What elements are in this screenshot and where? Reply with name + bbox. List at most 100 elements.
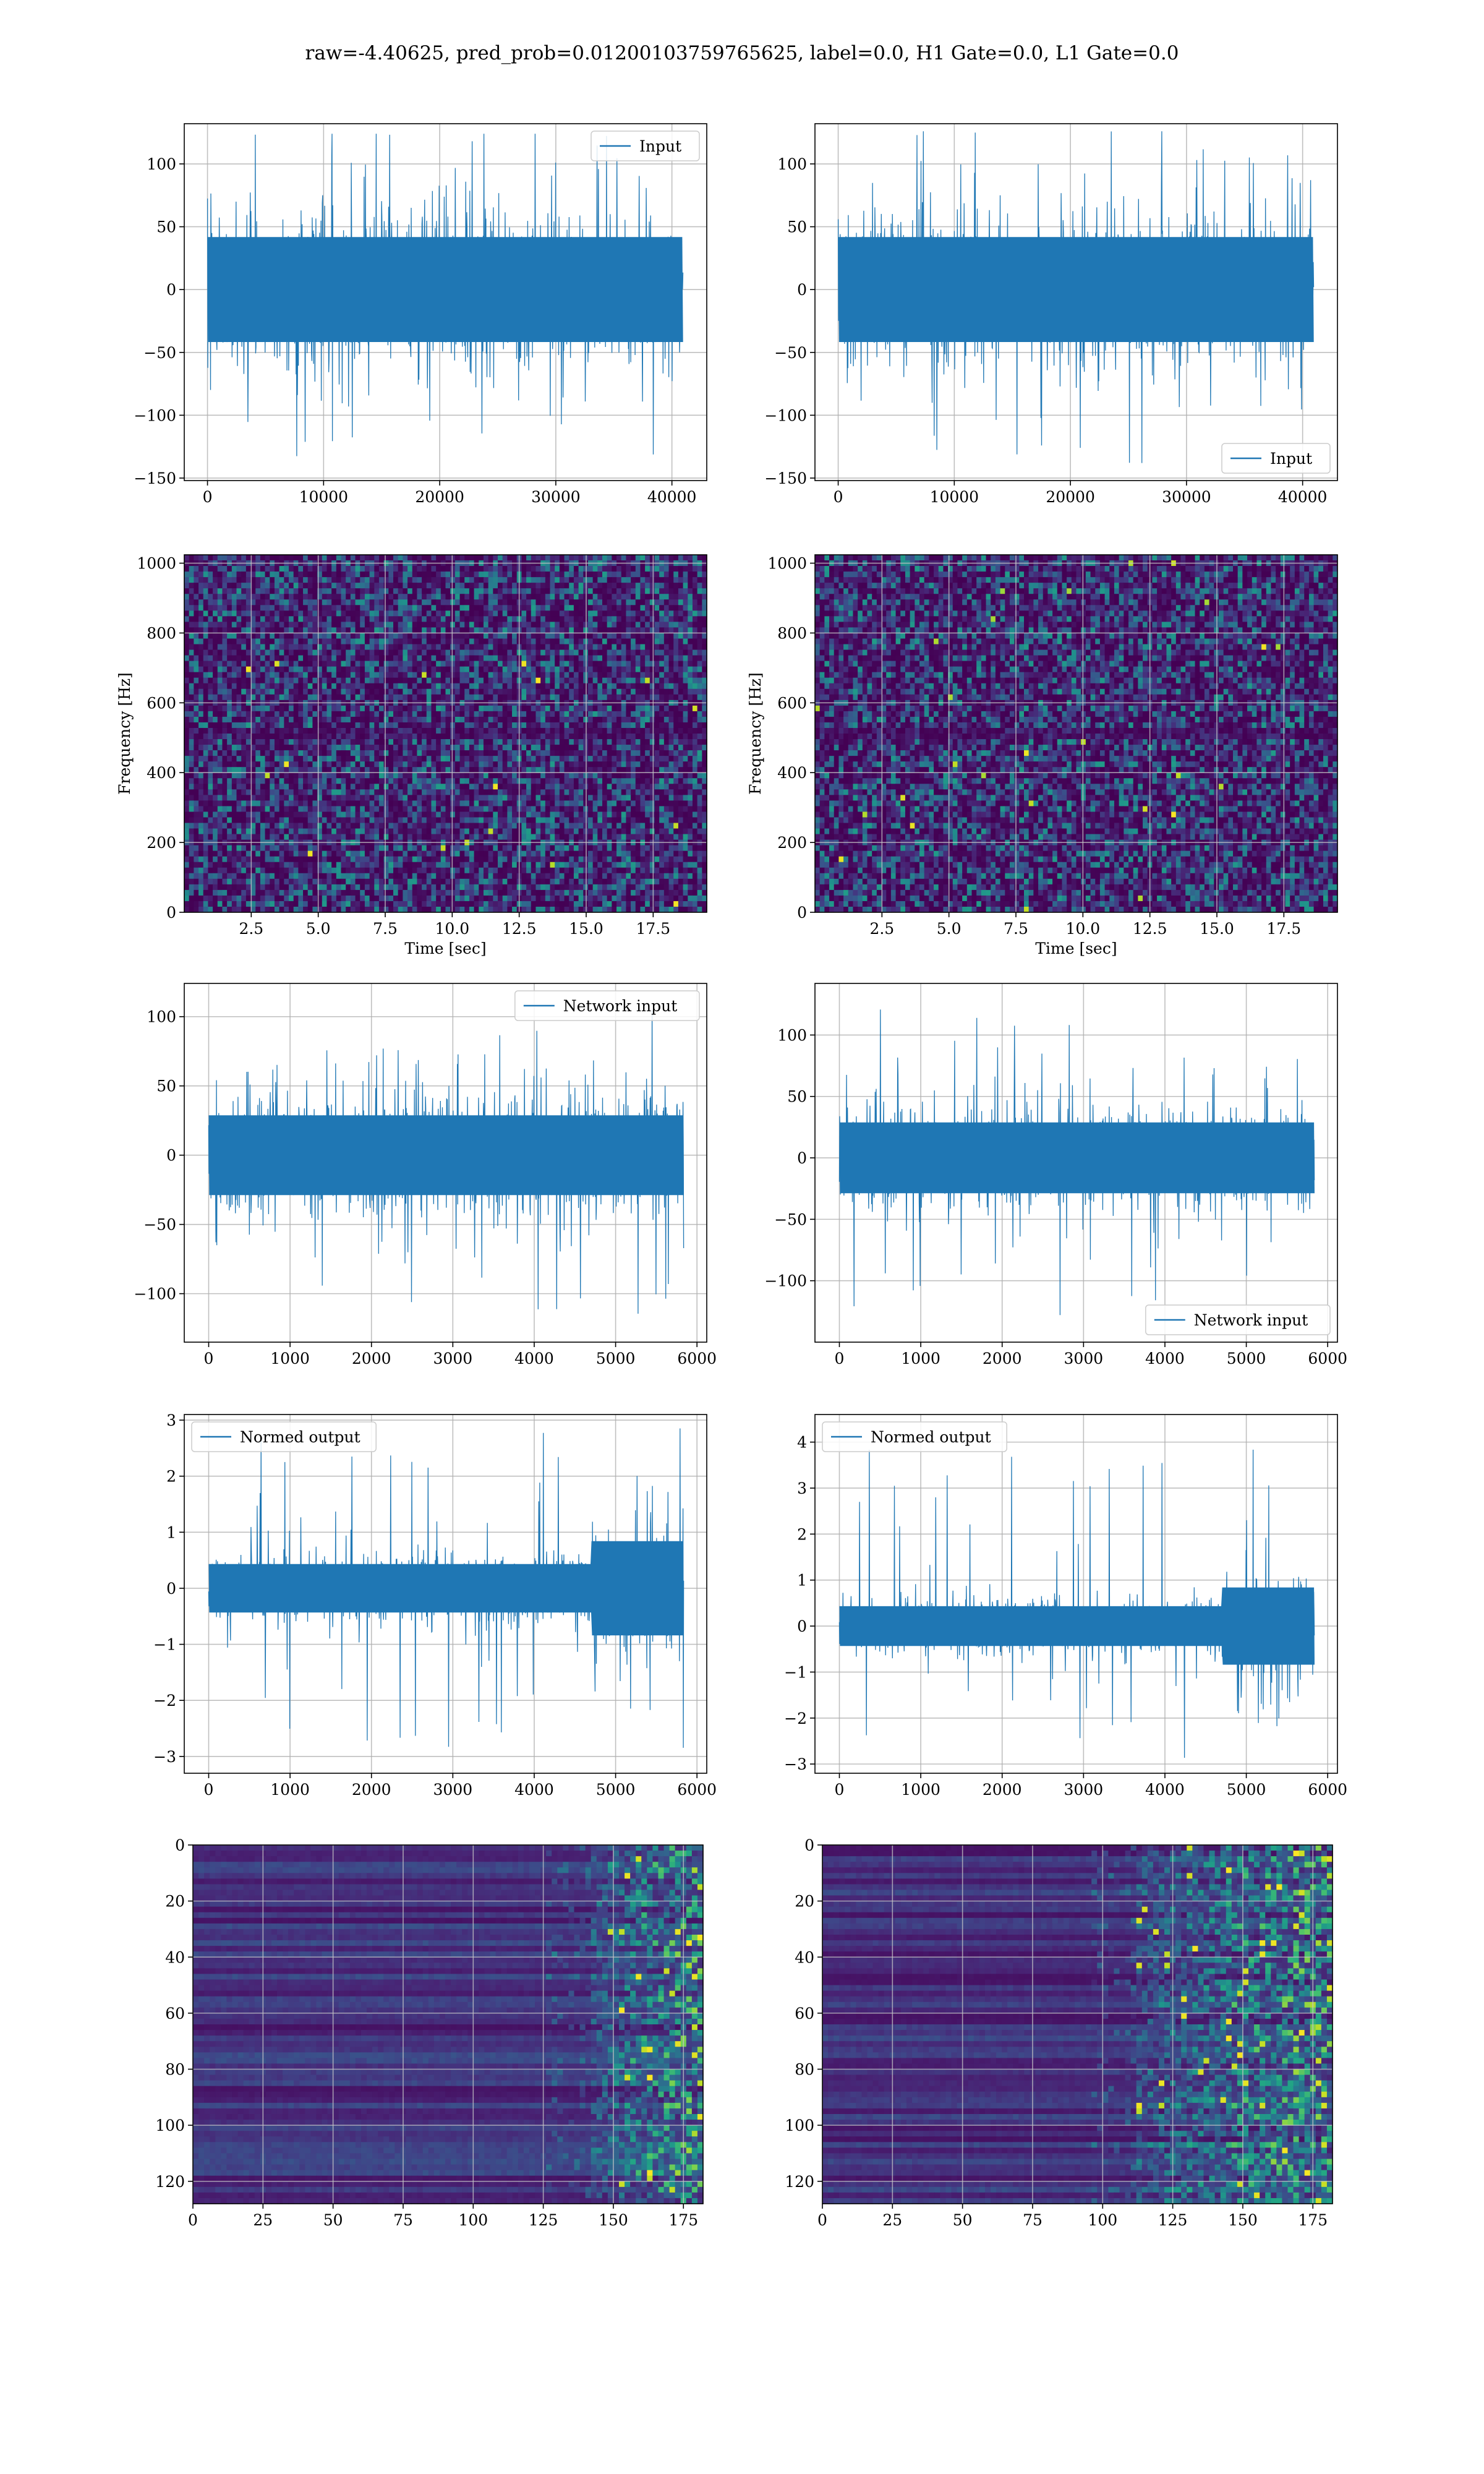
heat-cell [403, 566, 407, 572]
heat-cell [450, 605, 455, 611]
heat-cell [407, 627, 412, 633]
heat-cell [232, 627, 237, 633]
heat-cell [260, 555, 265, 561]
heat-cell [678, 616, 683, 622]
heat-cell [379, 594, 384, 600]
heat-cell [298, 594, 303, 600]
heat-cell [697, 555, 702, 561]
heat-cell [370, 638, 375, 644]
heat-cell [260, 638, 265, 644]
heat-cell [237, 656, 242, 662]
heat-cell [678, 583, 683, 589]
heat-cell [555, 555, 560, 561]
heat-cell [493, 656, 498, 662]
heat-cell [422, 656, 427, 662]
heat-cell [194, 583, 198, 589]
heat-cell [693, 622, 697, 628]
heat-cell [607, 644, 612, 651]
heat-cell [341, 583, 346, 589]
heat-cell [189, 571, 194, 578]
heat-cell [289, 622, 294, 628]
heat-cell [407, 571, 412, 578]
heat-cell [270, 616, 275, 622]
heat-cell [569, 650, 574, 656]
heat-cell [612, 622, 616, 628]
heat-cell [631, 644, 636, 651]
heat-cell [526, 610, 531, 617]
heat-cell [246, 571, 251, 578]
heat-cell [298, 650, 303, 656]
heat-cell [184, 638, 189, 644]
heat-cell [550, 583, 555, 589]
heat-cell [322, 616, 327, 622]
heat-cell [336, 656, 341, 662]
heat-cell [446, 638, 451, 644]
heat-cell [265, 583, 270, 589]
y-tick-label: −150 [764, 469, 807, 487]
heat-cell [198, 605, 203, 611]
heat-cell [636, 566, 641, 572]
heat-cell [346, 583, 351, 589]
heat-cell [588, 599, 593, 606]
heat-cell [427, 583, 432, 589]
heat-cell [602, 588, 607, 594]
heat-cell [697, 633, 702, 639]
heat-cell [203, 650, 208, 656]
heat-cell [474, 555, 479, 561]
heat-cell [246, 650, 251, 656]
heat-cell [351, 638, 356, 644]
heat-cell [597, 638, 602, 644]
heat-cell [555, 588, 560, 594]
heat-cell [407, 577, 412, 583]
heat-cell [213, 588, 218, 594]
heat-cell [626, 638, 631, 644]
heat-cell [374, 599, 379, 606]
heat-cell [631, 583, 636, 589]
heat-cell [474, 622, 479, 628]
heat-cell [550, 555, 555, 561]
heat-cell [398, 571, 403, 578]
heat-cell [612, 588, 616, 594]
heat-cell [227, 622, 232, 628]
heat-cell [237, 650, 242, 656]
heat-cell [398, 616, 403, 622]
heat-cell [464, 638, 469, 644]
heat-cell [427, 571, 432, 578]
heat-cell [441, 577, 446, 583]
heat-cell [574, 627, 579, 633]
heat-cell [374, 633, 379, 639]
heat-cell [331, 627, 336, 633]
heat-cell [298, 588, 303, 594]
heat-cell [441, 656, 446, 662]
heat-cell [246, 644, 251, 651]
heat-cell [669, 599, 674, 606]
heat-cell [455, 577, 460, 583]
heat-cell [612, 566, 616, 572]
heat-cell [640, 616, 645, 622]
heat-cell [346, 656, 351, 662]
heat-cell [493, 599, 498, 606]
heat-cell [222, 616, 227, 622]
heat-cell [260, 627, 265, 633]
heat-cell [450, 644, 455, 651]
heat-cell [565, 583, 569, 589]
heat-cell [650, 638, 655, 644]
heat-cell [535, 650, 540, 656]
heat-cell [412, 555, 417, 561]
heat-cell [688, 594, 693, 600]
heat-cell [241, 605, 246, 611]
heat-cell [308, 555, 313, 561]
y-tick-label: 100 [777, 155, 807, 173]
heat-cell [184, 605, 189, 611]
heat-cell [388, 638, 393, 644]
heat-cell [688, 616, 693, 622]
heat-cell [460, 599, 465, 606]
heat-cell [208, 583, 213, 589]
heat-cell [488, 566, 493, 572]
heat-cell [213, 571, 218, 578]
y-tick-label: −50 [774, 344, 807, 362]
heat-cell [279, 583, 284, 589]
heat-cell [673, 650, 678, 656]
heat-cell [203, 633, 208, 639]
heat-cell [384, 555, 389, 561]
